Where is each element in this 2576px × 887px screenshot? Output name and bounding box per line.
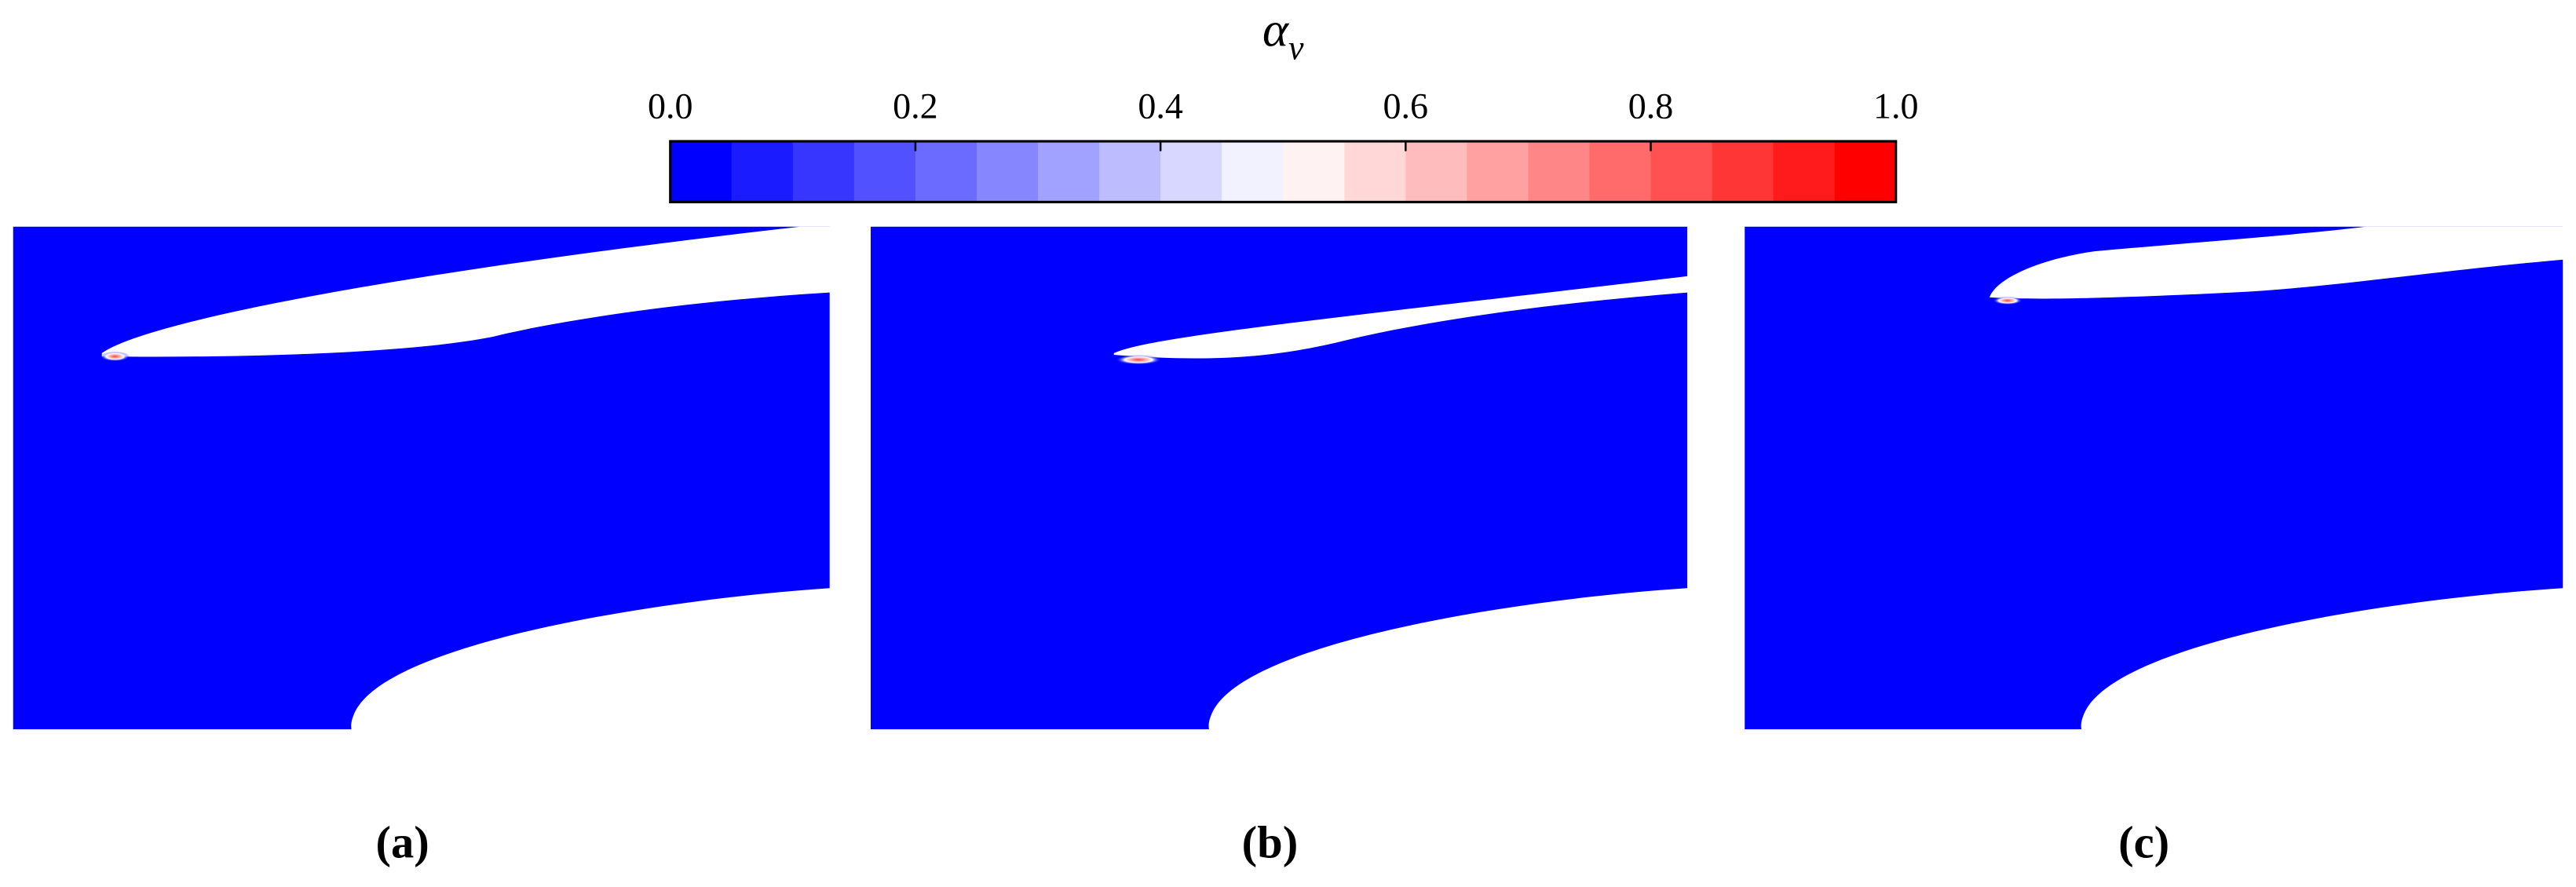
panel-label: (a): [376, 816, 429, 867]
colorbar-tick-label: 1.0: [1873, 86, 1919, 126]
label-symbol: α: [1262, 2, 1289, 57]
cavity: [1993, 296, 2022, 305]
colorbar-level: [1283, 141, 1346, 203]
panel-a: [13, 226, 831, 732]
colorbar-level: [731, 141, 794, 203]
colorbar-level: [1773, 141, 1836, 203]
blade-gap: [101, 226, 831, 357]
blade-lower: [351, 588, 831, 732]
colorbar-level: [1712, 141, 1774, 203]
colorbar-level: [976, 141, 1040, 203]
label-subscript: v: [1288, 28, 1304, 67]
colorbar-tick-label: 0.4: [1138, 86, 1183, 126]
colorbar-level: [1099, 141, 1162, 203]
colorbar-tick-label: 0.2: [893, 86, 938, 126]
colorbar-level: [670, 141, 733, 203]
colorbar-level: [1405, 141, 1468, 203]
colorbar-level: [1528, 141, 1591, 203]
colorbar-level: [1222, 141, 1284, 203]
colorbar-level: [1834, 141, 1897, 203]
cavity: [100, 351, 130, 362]
colorbar-label: αv: [1262, 2, 1304, 68]
colorbar-tick-label: 0.8: [1628, 86, 1674, 126]
panel-label: (c): [2118, 816, 2169, 867]
panel-label: (b): [1242, 816, 1299, 867]
colorbar-level: [792, 141, 855, 203]
colorbar-level: [915, 141, 978, 203]
colorbar-frame: [669, 140, 1898, 203]
panel-b: [871, 226, 1690, 732]
blade-gap: [1989, 226, 2565, 299]
colorbar-tick-label: 0.6: [1383, 86, 1429, 126]
colorbar-level: [1344, 141, 1407, 203]
colorbar-level: [1589, 141, 1652, 203]
colorbar-level: [1160, 141, 1223, 203]
blade-lower: [1208, 588, 1690, 732]
colorbar-level: [1038, 141, 1101, 203]
blade-gap: [1113, 276, 1690, 359]
cavity: [1115, 355, 1162, 365]
colorbar: 0.0 0.2 0.4 0.6 0.8 1.0: [648, 86, 1919, 203]
colorbar-tick-label: 0.0: [648, 86, 693, 126]
panel-c: [1745, 226, 2565, 732]
blade-lower: [2081, 588, 2565, 732]
colorbar-level: [1650, 141, 1713, 203]
colorbar-level: [853, 141, 916, 203]
colorbar-level: [1467, 141, 1529, 203]
